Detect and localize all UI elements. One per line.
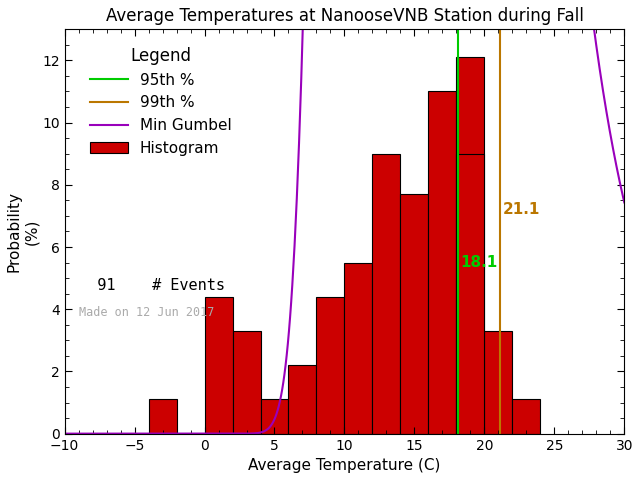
Text: 91    # Events: 91 # Events (79, 278, 225, 293)
Bar (344, 263, 372, 433)
Bar (260, 399, 289, 433)
Bar (484, 331, 513, 433)
Title: Average Temperatures at NanooseVNB Station during Fall: Average Temperatures at NanooseVNB Stati… (106, 7, 584, 25)
Bar (428, 92, 456, 433)
Y-axis label: Probability
(%): Probability (%) (7, 191, 39, 272)
Bar (316, 297, 344, 433)
Text: Made on 12 Jun 2017: Made on 12 Jun 2017 (79, 306, 214, 319)
Text: 18.1: 18.1 (461, 255, 498, 270)
Bar (289, 365, 316, 433)
X-axis label: Average Temperature (C): Average Temperature (C) (248, 458, 441, 473)
Bar (456, 57, 484, 433)
Bar (205, 297, 232, 433)
Bar (148, 399, 177, 433)
Bar (456, 154, 484, 433)
Text: 21.1: 21.1 (502, 202, 540, 217)
Bar (401, 194, 428, 433)
Legend: 95th %, 99th %, Min Gumbel, Histogram: 95th %, 99th %, Min Gumbel, Histogram (83, 41, 238, 162)
Bar (372, 154, 401, 433)
Bar (232, 331, 260, 433)
Bar (513, 399, 540, 433)
